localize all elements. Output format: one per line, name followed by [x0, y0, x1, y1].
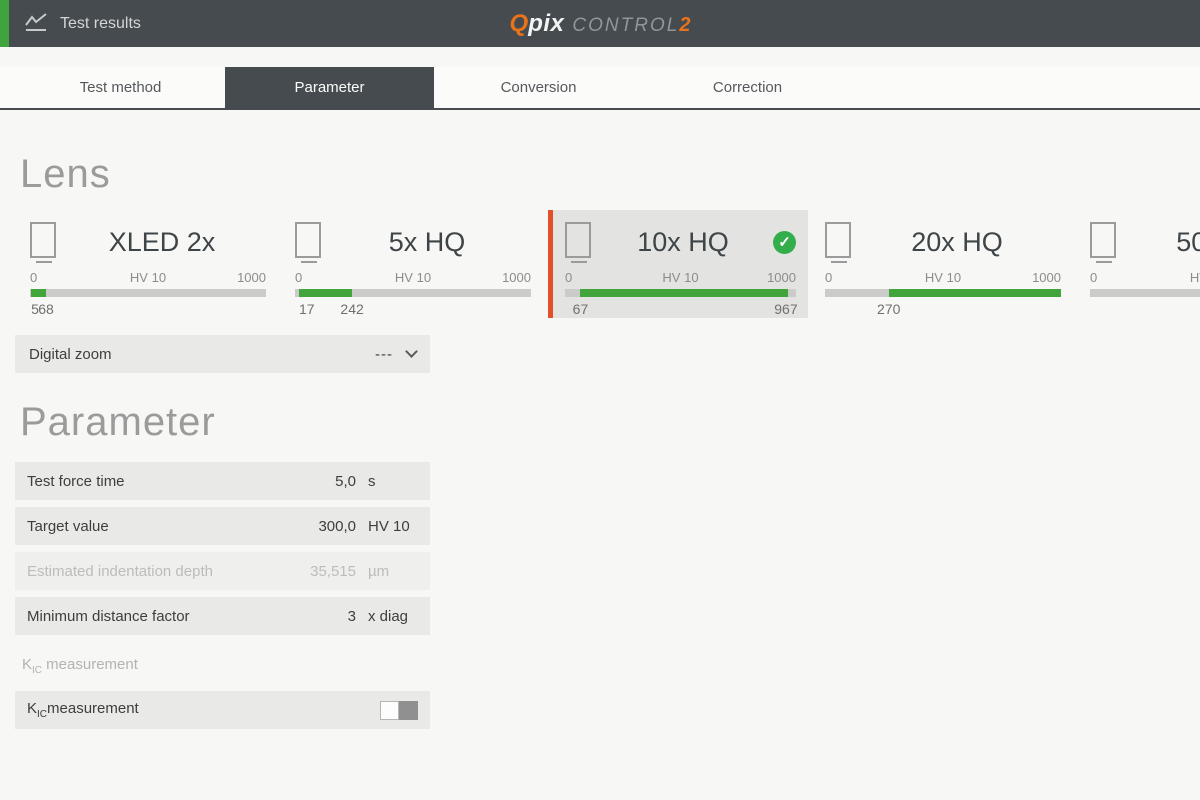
chevron-down-icon[interactable]	[405, 345, 418, 358]
parameter-label: Test force time	[27, 472, 125, 490]
kic-measurement-row: KICmeasurement	[15, 691, 430, 729]
selected-check-icon: ✓	[773, 230, 796, 254]
scale-min-label: 0	[295, 270, 303, 285]
parameter-section-title: Parameter	[20, 400, 216, 444]
parameter-unit: HV 10	[368, 517, 410, 535]
lens-range-fill	[888, 289, 1061, 297]
lens-card[interactable]: 20x HQ 0 HV 10 1000 270	[813, 210, 1073, 318]
logo-control: CONTROL	[572, 14, 680, 36]
lens-range-track	[30, 289, 266, 297]
parameter-label: Estimated indentation depth	[27, 562, 213, 580]
line-chart-icon	[24, 12, 50, 35]
lens-range-values: 5 68	[30, 297, 266, 317]
lens-name: 50x HQ	[1176, 226, 1200, 257]
header-accent-stripe	[0, 0, 9, 47]
lens-name: 20x HQ	[911, 226, 1003, 257]
scale-min-label: 0	[565, 270, 573, 285]
tab-parameter[interactable]: Parameter	[225, 67, 434, 108]
range-max-value: 242	[340, 301, 364, 317]
lens-range-fill	[31, 289, 47, 297]
lens-name: XLED 2x	[108, 226, 216, 257]
lens-card[interactable]: 50x HQ 0 HV 10 1000	[1078, 210, 1200, 318]
tab-test-method[interactable]: Test method	[79, 79, 162, 96]
digital-zoom-row[interactable]: Digital zoom ---	[15, 335, 430, 373]
scale-max-label: 1000	[1032, 270, 1061, 285]
kic-toggle-switch[interactable]	[380, 700, 418, 720]
lens-card[interactable]: 10x HQ ✓ 0 HV 10 1000 67 967	[548, 210, 808, 318]
scale-min-label: 0	[30, 270, 38, 285]
lens-scale-labels: 0 HV 10 1000	[825, 270, 1061, 287]
scale-unit-label: HV 10	[129, 270, 167, 285]
objective-lens-icon	[825, 221, 853, 263]
tab-bar: Test method Parameter Conversion Correct…	[0, 67, 1200, 110]
objective-lens-icon	[295, 221, 323, 263]
range-min-value: 5	[31, 301, 39, 317]
logo-q: Q	[509, 9, 529, 37]
lens-card-list: XLED 2x 0 HV 10 1000 5 68 5x HQ 0 HV 10 …	[18, 210, 1200, 318]
scale-max-label: 1000	[502, 270, 531, 285]
scale-unit-label: HV 10	[1189, 270, 1200, 285]
parameter-label: Minimum distance factor	[27, 607, 190, 625]
lens-card[interactable]: 5x HQ 0 HV 10 1000 17 242	[283, 210, 543, 318]
parameter-unit: µm	[368, 562, 390, 580]
lens-range-track	[1090, 289, 1200, 297]
scale-min-label: 0	[1090, 270, 1098, 285]
range-min-value: 270	[877, 301, 901, 317]
scale-min-label: 0	[825, 270, 833, 285]
scale-unit-label: HV 10	[924, 270, 962, 285]
kic-row-label: KICmeasurement	[27, 700, 139, 720]
kic-section-label: KIC measurement	[22, 656, 138, 676]
range-max-value: 967	[774, 301, 798, 317]
lens-range-fill	[580, 289, 789, 297]
lens-scale-labels: 0 HV 10 1000	[1090, 270, 1200, 287]
parameter-row: Estimated indentation depth 35,515 µm	[15, 552, 430, 590]
range-min-value: 67	[572, 301, 589, 317]
scale-unit-label: HV 10	[662, 270, 699, 285]
parameter-row[interactable]: Minimum distance factor 3 x diag	[15, 597, 430, 635]
tab-correction[interactable]: Correction	[712, 79, 783, 96]
digital-zoom-value: ---	[375, 345, 393, 363]
parameter-label: Target value	[27, 517, 109, 535]
scale-unit-label: HV 10	[394, 270, 432, 285]
lens-scale-labels: 0 HV 10 1000	[295, 270, 531, 287]
lens-section-title: Lens	[20, 152, 111, 196]
logo-pix: pix	[528, 9, 565, 37]
lens-range-track	[825, 289, 1061, 297]
lens-range-values: 17 242	[295, 297, 531, 317]
parameter-value: 3	[347, 607, 356, 625]
objective-lens-icon	[1090, 221, 1118, 263]
parameter-row-list: Test force time 5,0 s Target value 300,0…	[15, 462, 430, 642]
lens-range-values: 67 967	[565, 297, 798, 317]
lens-range-fill	[299, 289, 353, 297]
tab-conversion[interactable]: Conversion	[500, 79, 577, 96]
lens-range-track	[565, 289, 796, 297]
logo-two: 2	[679, 13, 691, 36]
scale-max-label: 1000	[237, 270, 266, 285]
lens-name: 10x HQ	[637, 226, 729, 257]
parameter-row[interactable]: Target value 300,0 HV 10	[15, 507, 430, 545]
digital-zoom-label: Digital zoom	[29, 345, 112, 363]
parameter-value: 35,515	[310, 562, 356, 580]
parameter-value: 300,0	[318, 517, 356, 535]
lens-scale-labels: 0 HV 10 1000	[30, 270, 266, 287]
lens-range-values	[1090, 297, 1200, 317]
range-min-value: 17	[299, 301, 315, 317]
page-title: Test results	[60, 14, 141, 32]
toggle-knob	[380, 700, 399, 720]
parameter-row[interactable]: Test force time 5,0 s	[15, 462, 430, 500]
lens-range-values: 270	[825, 297, 1061, 317]
lens-scale-labels: 0 HV 10 1000	[565, 270, 796, 287]
app-header: Test results Qpix CONTROL2	[0, 0, 1200, 47]
parameter-unit: x diag	[368, 607, 409, 625]
objective-lens-icon	[30, 221, 58, 263]
objective-lens-icon	[565, 221, 593, 263]
parameter-unit: s	[368, 472, 376, 490]
lens-name: 5x HQ	[388, 226, 466, 257]
scale-max-label: 1000	[767, 270, 796, 285]
range-max-value: 68	[38, 301, 54, 317]
lens-card[interactable]: XLED 2x 0 HV 10 1000 5 68	[18, 210, 278, 318]
app-logo: Qpix CONTROL2	[0, 10, 1200, 38]
lens-range-track	[295, 289, 531, 297]
parameter-value: 5,0	[335, 472, 356, 490]
